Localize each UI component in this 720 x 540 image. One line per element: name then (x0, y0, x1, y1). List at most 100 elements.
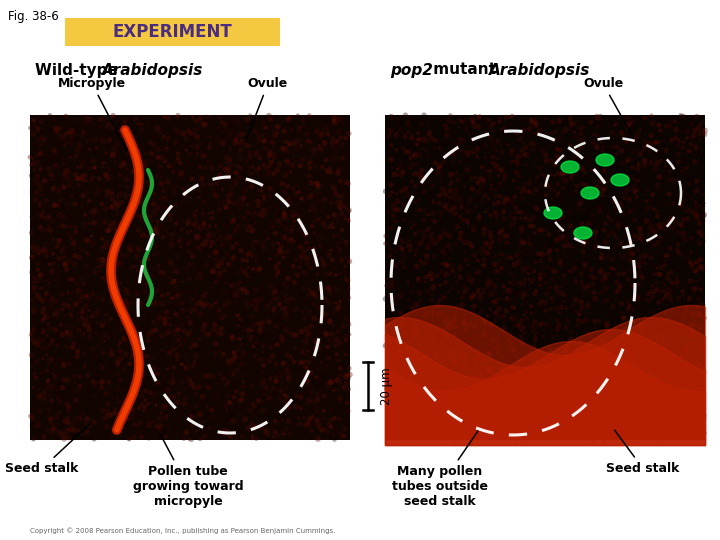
Point (218, 428, 230, 437)
Point (300, 231, 312, 239)
Point (419, 278, 431, 286)
Point (445, 348, 456, 356)
Point (642, 205, 653, 214)
Point (466, 294, 477, 302)
Point (266, 428, 278, 436)
Point (698, 422, 710, 431)
Point (588, 313, 599, 321)
Point (28, 116, 40, 125)
Point (298, 344, 310, 353)
Point (67, 200, 78, 208)
Point (679, 165, 690, 173)
Point (408, 190, 419, 198)
Point (466, 378, 477, 387)
Point (222, 299, 233, 307)
Point (607, 228, 618, 237)
Point (683, 426, 695, 434)
Point (105, 114, 117, 123)
Point (106, 202, 117, 211)
Point (251, 229, 262, 238)
Point (409, 251, 420, 260)
Point (595, 425, 607, 434)
Point (413, 303, 424, 312)
Point (593, 353, 605, 362)
Point (62, 402, 73, 410)
Point (526, 117, 538, 126)
Point (139, 191, 150, 199)
Point (420, 239, 431, 248)
Point (250, 296, 261, 305)
Point (127, 378, 139, 387)
Point (404, 133, 415, 142)
Point (464, 396, 476, 405)
Point (176, 194, 188, 203)
Point (237, 200, 248, 209)
Point (614, 202, 626, 211)
Point (557, 300, 568, 308)
Point (628, 174, 639, 183)
Point (563, 316, 575, 325)
Point (419, 133, 431, 142)
Point (235, 406, 246, 414)
Point (403, 392, 415, 401)
Point (87, 157, 99, 165)
Point (313, 141, 325, 150)
Point (545, 305, 557, 313)
Point (402, 164, 413, 173)
Point (294, 258, 306, 267)
Point (435, 326, 446, 334)
Point (57, 254, 68, 263)
Point (289, 239, 301, 247)
Point (431, 272, 442, 280)
Point (575, 298, 587, 306)
Point (57, 305, 68, 313)
Point (261, 431, 273, 440)
Point (685, 321, 697, 329)
Point (328, 211, 340, 219)
Point (247, 226, 258, 235)
Point (235, 131, 246, 139)
Point (653, 138, 665, 146)
Point (264, 184, 275, 193)
Point (287, 262, 299, 271)
Point (153, 321, 165, 329)
Point (382, 125, 394, 133)
Point (688, 303, 699, 312)
Point (194, 193, 205, 201)
Point (305, 391, 317, 400)
Point (602, 295, 613, 304)
Point (434, 412, 446, 421)
Point (302, 259, 313, 267)
Point (57, 247, 68, 255)
Point (469, 112, 481, 120)
Point (428, 374, 439, 382)
Point (402, 414, 414, 422)
Point (37, 133, 48, 141)
Text: Copyright © 2008 Pearson Education, Inc., publishing as Pearson Benjamin Cumming: Copyright © 2008 Pearson Education, Inc.… (30, 528, 336, 534)
Point (77, 160, 89, 168)
Point (516, 390, 527, 399)
Point (423, 259, 435, 268)
Point (399, 338, 410, 347)
Point (418, 206, 430, 214)
Point (672, 240, 683, 249)
Point (654, 122, 665, 130)
Point (693, 239, 705, 247)
Point (663, 124, 675, 133)
Point (265, 116, 276, 124)
Point (465, 319, 477, 327)
Point (42, 425, 54, 434)
Point (552, 152, 563, 160)
Point (171, 321, 183, 330)
Point (112, 393, 123, 402)
Point (598, 217, 609, 225)
Point (526, 115, 537, 124)
Point (675, 127, 687, 136)
Point (42, 324, 54, 333)
Point (544, 333, 556, 341)
Point (680, 181, 691, 190)
Point (413, 382, 425, 390)
Point (130, 177, 142, 186)
Point (644, 202, 656, 211)
Point (624, 419, 635, 428)
